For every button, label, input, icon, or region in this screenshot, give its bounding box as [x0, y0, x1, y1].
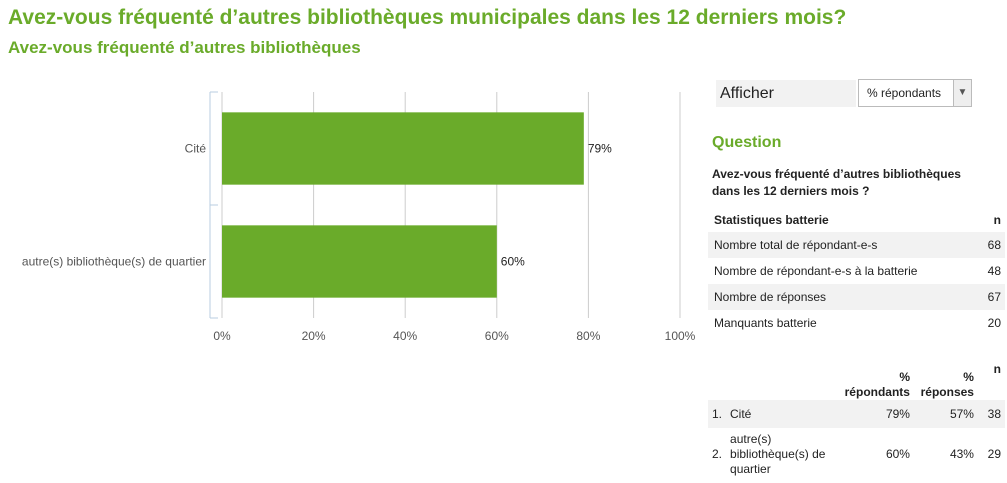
stats-row: Manquants batterie 20	[708, 310, 1005, 336]
category-label: Cité	[185, 142, 207, 156]
header-pct-reponses: % réponses	[920, 370, 974, 399]
stats-row-label: Nombre total de répondant-e-s	[708, 232, 976, 258]
x-tick-label: 40%	[393, 329, 417, 343]
bar	[222, 225, 497, 298]
row-n: 29	[987, 446, 1001, 461]
header-n: n	[993, 362, 1001, 376]
stats-row-n: 48	[987, 264, 1001, 278]
bar	[222, 112, 584, 185]
frequency-table: % répondants % réponses n 1. Cité 79% 57…	[708, 358, 1005, 480]
x-tick-label: 20%	[302, 329, 326, 343]
header-pct-respondants: % répondants	[844, 370, 910, 399]
chevron-down-icon[interactable]: ▼	[953, 80, 971, 106]
stats-row-label: Nombre de réponses	[708, 284, 976, 310]
stats-header-n: n	[993, 213, 1001, 227]
row-label: autre(s) bibliothèque(s) de quartier	[730, 431, 826, 476]
row-pct-reponses: 43%	[949, 446, 974, 461]
row-index: 2.	[712, 446, 723, 461]
stats-row-n: 20	[987, 316, 1001, 330]
display-mode-value: % répondants	[867, 86, 942, 100]
frequency-row: 1. Cité 79% 57% 38	[708, 400, 1005, 428]
x-tick-label: 80%	[576, 329, 600, 343]
stats-header-label: Statistiques batterie	[714, 213, 829, 227]
frequency-header-row: % répondants % réponses n	[708, 358, 1005, 400]
page-subtitle: Avez-vous fréquenté d’autres bibliothèqu…	[8, 38, 361, 57]
row-pct-respondants: 79%	[836, 400, 914, 428]
frequency-row: 2. autre(s) bibliothèque(s) de quartier …	[708, 428, 1005, 480]
side-panel: Afficher % répondants ▼ Question Avez-vo…	[708, 78, 1005, 476]
x-tick-label: 60%	[485, 329, 509, 343]
data-label: 60%	[501, 255, 525, 269]
question-heading: Question	[712, 134, 782, 151]
row-label: Cité	[726, 400, 836, 428]
display-controls: Afficher % répondants ▼	[708, 78, 1005, 108]
row-index: 1.	[708, 400, 727, 428]
category-label: autre(s) bibliothèque(s) de quartier	[22, 255, 206, 269]
row-pct-respondants: 60%	[885, 446, 910, 461]
stats-header-row: Statistiques batterie n	[708, 208, 1005, 232]
stats-row: Nombre de répondant-e-s à la batterie 48	[708, 258, 1005, 284]
question-text: Avez-vous fréquenté d’autres bibliothèqu…	[712, 167, 961, 198]
data-label: 79%	[588, 142, 612, 156]
row-n: 38	[977, 400, 1005, 428]
stats-row: Nombre de réponses 67	[708, 284, 1005, 310]
stats-row-label: Nombre de répondant-e-s à la batterie	[714, 264, 918, 278]
stats-row-n: 67	[975, 284, 1005, 310]
stats-row-n: 68	[975, 232, 1005, 258]
page-title: Avez-vous fréquenté d’autres bibliothèqu…	[8, 6, 847, 29]
afficher-label: Afficher	[716, 80, 856, 107]
x-tick-label: 100%	[665, 329, 696, 343]
display-mode-select[interactable]: % répondants ▼	[858, 79, 972, 107]
x-tick-label: 0%	[213, 329, 231, 343]
stats-table: Statistiques batterie n Nombre total de …	[708, 208, 1005, 336]
stats-row: Nombre total de répondant-e-s 68	[708, 232, 1005, 258]
row-pct-reponses: 57%	[913, 400, 978, 428]
bar-chart: 0% 20% 40% 60% 80% 100% Cité 79% autre(s) biblio…	[22, 91, 696, 343]
stats-row-label: Manquants batterie	[714, 316, 817, 330]
